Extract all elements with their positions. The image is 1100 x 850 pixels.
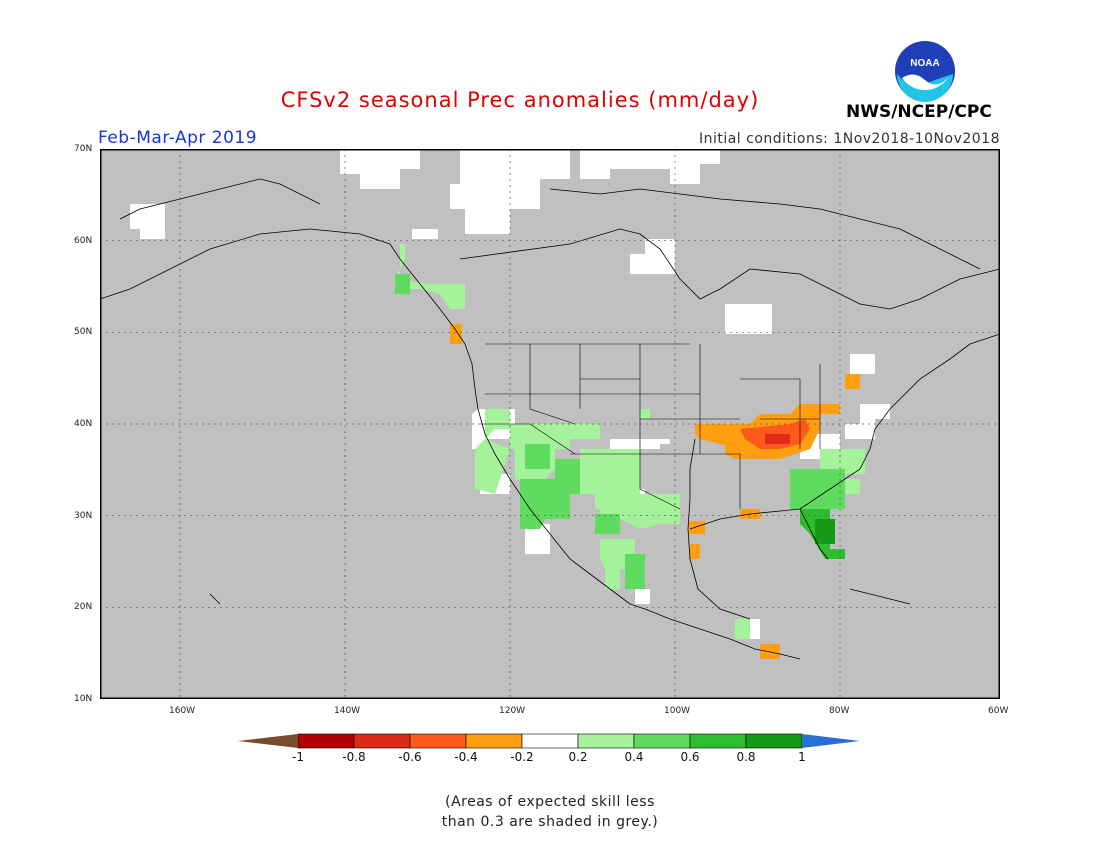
colorbar-tick-label: 0.6 [680, 750, 700, 764]
colorbar-swatch [689, 733, 747, 749]
lat-label-50n: 50N [74, 327, 93, 337]
colorbar-tick-label: -0.8 [342, 750, 366, 764]
colorbar-swatch [297, 733, 355, 749]
colorbar-swatch [521, 733, 579, 749]
lon-label-100w: 100W [664, 706, 691, 716]
lat-label-20n: 20N [74, 602, 93, 612]
lat-label-10n: 10N [74, 694, 93, 704]
lat-label-70n: 70N [74, 144, 93, 154]
dry-anomaly-areas [450, 324, 860, 659]
noaa-logo-gull [902, 74, 948, 91]
colorbar-tick-label: 0.2 [568, 750, 588, 764]
lon-label-160w: 160W [169, 706, 196, 716]
colorbar-swatch [577, 733, 635, 749]
colorbar-tick-label: -1 [292, 750, 304, 764]
colorbar-tick-label: 0.8 [736, 750, 756, 764]
coastlines [100, 178, 1000, 660]
footnote-line-1: (Areas of expected skill less [445, 794, 655, 810]
colorbar-tick-label: -0.4 [454, 750, 478, 764]
colorbar-tick-label: 1 [798, 750, 806, 764]
colorbar-low-arrow [238, 734, 298, 748]
graticule [100, 149, 1000, 699]
noaa-logo: NOAA [895, 41, 955, 102]
lon-label-140w: 140W [334, 706, 361, 716]
skill-footnote: (Areas of expected skill less than 0.3 a… [0, 792, 1100, 832]
noaa-logo-text: NOAA [910, 58, 939, 69]
initial-conditions: Initial conditions: 1Nov2018-10Nov2018 [698, 131, 1000, 147]
lon-label-120w: 120W [499, 706, 526, 716]
colorbar-tick-label: -0.2 [510, 750, 534, 764]
map-title: CFSv2 seasonal Prec anomalies (mm/day) [0, 88, 1100, 112]
map-frame [100, 149, 1000, 699]
colorbar-swatch [353, 733, 411, 749]
precip-anomaly-map [100, 149, 1000, 699]
colorbar-swatch [633, 733, 691, 749]
colorbar-tick-label: 0.4 [624, 750, 644, 764]
colorbar-swatch [745, 733, 803, 749]
colorbar [238, 733, 860, 749]
forecast-period: Feb-Mar-Apr 2019 [98, 128, 258, 148]
lat-label-60n: 60N [74, 236, 93, 246]
lon-label-60w: 60W [988, 706, 1009, 716]
map-title-text: CFSv2 seasonal Prec anomalies (mm/day) [280, 88, 760, 112]
agency-label: NWS/NCEP/CPC [846, 102, 992, 122]
lon-label-80w: 80W [829, 706, 850, 716]
colorbar-swatch [409, 733, 467, 749]
colorbar-swatch [465, 733, 523, 749]
colorbar-swatches [297, 733, 803, 749]
footnote-line-2: than 0.3 are shaded in grey.) [441, 814, 659, 830]
colorbar-high-arrow [802, 734, 860, 748]
lat-label-30n: 30N [74, 511, 93, 521]
wet-anomaly-areas [395, 244, 865, 639]
lat-label-40n: 40N [74, 419, 93, 429]
colorbar-tick-label: -0.6 [398, 750, 422, 764]
